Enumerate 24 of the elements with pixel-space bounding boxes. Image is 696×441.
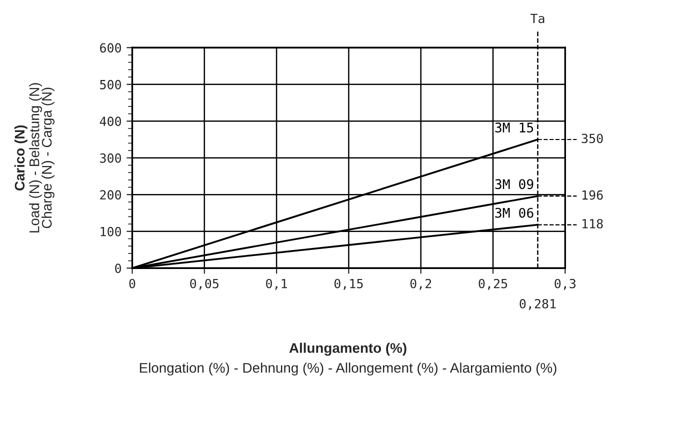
x-tick-label: 0	[129, 278, 136, 288]
y-axis-title: Carico (N) Load (N) - Belastung (N) Charge (N) - Carga (N)	[14, 83, 54, 232]
data-label: 196	[582, 190, 603, 200]
y-tick-label: 0	[115, 264, 122, 274]
y-tick-label: 200	[100, 190, 122, 200]
series-label: 3M 06	[495, 208, 534, 218]
x-tick-label: 0,25	[478, 278, 508, 290]
x-tick-label: 0,1	[266, 278, 287, 290]
annotation: 0,281	[520, 298, 556, 310]
y-tick-label: 400	[100, 116, 122, 126]
x-tick-label: 0,3	[554, 278, 576, 290]
data-label: 350	[582, 134, 603, 144]
x-tick-label: 0,05	[190, 278, 218, 290]
x-tick-label: 0,2	[410, 278, 432, 290]
x-axis-title: Allungamento (%) Elongation (%) - Dehnung (%) - Allongement (%) - Alargamiento (%)	[140, 342, 556, 376]
ref-line-label: Ta	[530, 14, 544, 24]
y-tick-label: 300	[100, 153, 122, 163]
series-label: 3M 15	[495, 122, 534, 133]
data-label: 118	[582, 218, 603, 228]
x-tick-label: 0,15	[334, 278, 363, 290]
y-tick-label: 500	[100, 80, 122, 90]
series-label: 3M 09	[495, 179, 534, 190]
y-tick-label: 100	[100, 226, 122, 236]
y-tick-label: 600	[100, 43, 122, 53]
